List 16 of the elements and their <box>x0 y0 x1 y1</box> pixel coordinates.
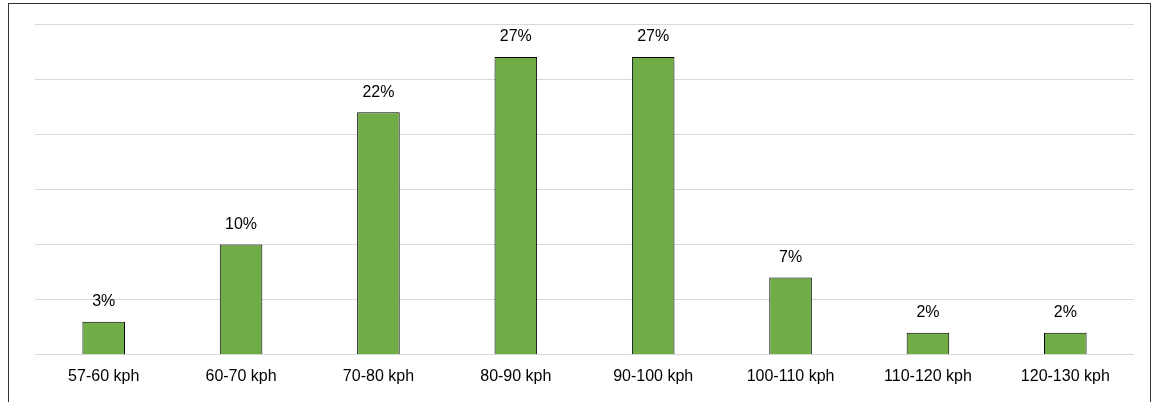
data-label: 2% <box>916 303 940 321</box>
data-label: 22% <box>362 82 395 100</box>
x-tick-label: 100-110 kph <box>746 366 835 384</box>
x-tick-label: 80-90 kph <box>480 366 552 384</box>
data-label: 10% <box>225 214 258 232</box>
x-tick-label: 110-120 kph <box>884 366 972 384</box>
x-tick-label: 90-100 kph <box>613 366 694 384</box>
x-tick-label: 60-70 kph <box>205 366 277 384</box>
data-label: 2% <box>1053 303 1077 321</box>
data-label: 27% <box>637 27 670 45</box>
data-label: 3% <box>92 292 116 310</box>
data-label: 7% <box>779 248 803 266</box>
x-tick-label: 70-80 kph <box>342 366 415 384</box>
x-tick-label: 120-130 kph <box>1020 366 1110 384</box>
data-label: 27% <box>499 27 532 45</box>
x-tick-label: 57-60 kph <box>68 366 140 384</box>
